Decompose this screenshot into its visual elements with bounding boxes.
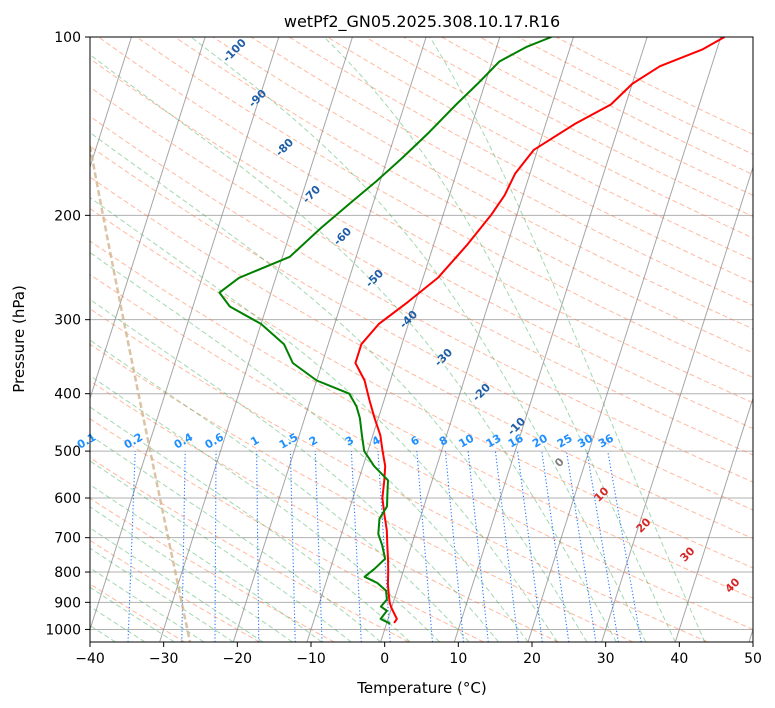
x-tick-label: −10 (296, 651, 326, 667)
moist-adiabat-line (90, 484, 322, 642)
isotherm-line (90, 37, 206, 400)
moist-adiabat-line (90, 251, 529, 642)
isotherm-line (90, 37, 132, 169)
dry-adiabat-line (90, 457, 410, 642)
y-tick-label: 300 (54, 313, 81, 329)
dry-adiabat-line (98, 37, 753, 404)
moist-adiabat-line (429, 37, 706, 642)
moist-adiabat-line (90, 196, 558, 642)
dry-adiabat-line (90, 115, 753, 483)
moist-adiabat-line (90, 434, 382, 642)
x-tick-label: 30 (597, 651, 615, 667)
isotherm-line (453, 37, 648, 642)
dewpoint-line (218, 37, 552, 625)
isotherm-line (674, 396, 753, 642)
isotherm-line (232, 37, 427, 642)
dry-adiabat-line (212, 37, 753, 330)
isotherm-line (527, 37, 722, 642)
moist-adiabat-line (90, 298, 499, 642)
mixing-ratio-line (494, 451, 519, 642)
mixing-ratio-line (181, 451, 186, 642)
x-tick-label: −20 (223, 651, 253, 667)
dry-adiabat-line (288, 37, 753, 284)
y-tick-label: 1000 (45, 622, 81, 638)
moist-adiabat-line (90, 374, 440, 642)
x-tick-label: −30 (149, 651, 179, 667)
moist-adiabat-line (90, 54, 617, 642)
mixing-ratio-line (314, 451, 323, 642)
dry-adiabat-line (555, 37, 753, 135)
isotherm-line (380, 37, 574, 642)
mixing-ratio-line (256, 451, 260, 642)
y-tick-label: 100 (54, 30, 81, 46)
dry-adiabat-line (90, 273, 753, 630)
y-tick-label: 400 (54, 387, 81, 403)
mixing-ratio-line (416, 451, 433, 642)
dry-adiabat-line (90, 86, 753, 456)
y-tick-label: 900 (54, 595, 81, 611)
moist-adiabat-line (90, 339, 470, 642)
moist-adiabat-line (323, 37, 676, 642)
mixing-ratio-line (350, 451, 362, 642)
lcl-curve (90, 145, 192, 642)
mixing-ratio-line (517, 451, 543, 642)
x-tick-label: −40 (75, 651, 105, 667)
mixing-ratio-line (214, 451, 217, 642)
moist-adiabat-line (90, 547, 234, 642)
isotherm-line (159, 37, 353, 642)
moist-adiabat-line (90, 527, 264, 642)
y-tick-label: 200 (54, 208, 81, 224)
isotherm-line (90, 37, 280, 632)
isotherm-line (601, 165, 753, 642)
dry-adiabat-line (136, 37, 753, 379)
x-tick-label: 50 (744, 651, 762, 667)
x-axis-label: Temperature (°C) (356, 679, 486, 697)
dry-adiabat-line (90, 176, 753, 540)
dry-adiabat-line (90, 58, 753, 430)
isotherm-line (306, 37, 501, 642)
background-lines (90, 37, 753, 642)
dry-adiabat-line (250, 37, 753, 306)
mixing-ratio-line (444, 451, 465, 642)
x-tick-label: 0 (380, 651, 389, 667)
y-tick-label: 500 (54, 444, 81, 460)
dry-adiabat-line (441, 37, 753, 196)
y-tick-label: 800 (54, 565, 81, 581)
mixing-ratio-line (289, 451, 296, 642)
y-tick-label: 700 (54, 531, 81, 547)
temperature-line (354, 37, 725, 624)
chart-title: wetPf2_GN05.2025.308.10.17.R16 (284, 12, 560, 32)
x-axis-ticks: −40 −30 −20 −10 0 10 20 30 40 50 (75, 642, 762, 667)
x-tick-label: 10 (449, 651, 467, 667)
dry-adiabat-line (90, 308, 708, 642)
mixing-ratio-line (377, 451, 391, 642)
mixing-ratio-line (127, 451, 136, 642)
moist-adiabat-line (90, 506, 293, 642)
x-tick-label: 40 (670, 651, 688, 667)
dry-adiabat-line (365, 37, 753, 239)
plot-background (90, 37, 753, 642)
y-axis-ticks: 100 200 300 400 500 600 700 800 900 1000 (45, 30, 90, 638)
x-tick-label: 20 (523, 651, 541, 667)
plot-frame (89, 36, 754, 643)
y-axis-label: Pressure (hPa) (10, 285, 28, 393)
dry-adiabat-line (90, 418, 484, 642)
profile-series (218, 37, 725, 625)
mixing-ratio-line (541, 451, 570, 642)
mixing-ratio-line (565, 451, 597, 642)
dry-adiabat-line (90, 343, 634, 642)
moist-adiabat-line (90, 131, 588, 642)
dry-adiabat-line (403, 37, 753, 217)
mixing-ratio-line (467, 451, 489, 642)
y-tick-label: 600 (54, 491, 81, 507)
dry-adiabat-line (90, 240, 753, 599)
